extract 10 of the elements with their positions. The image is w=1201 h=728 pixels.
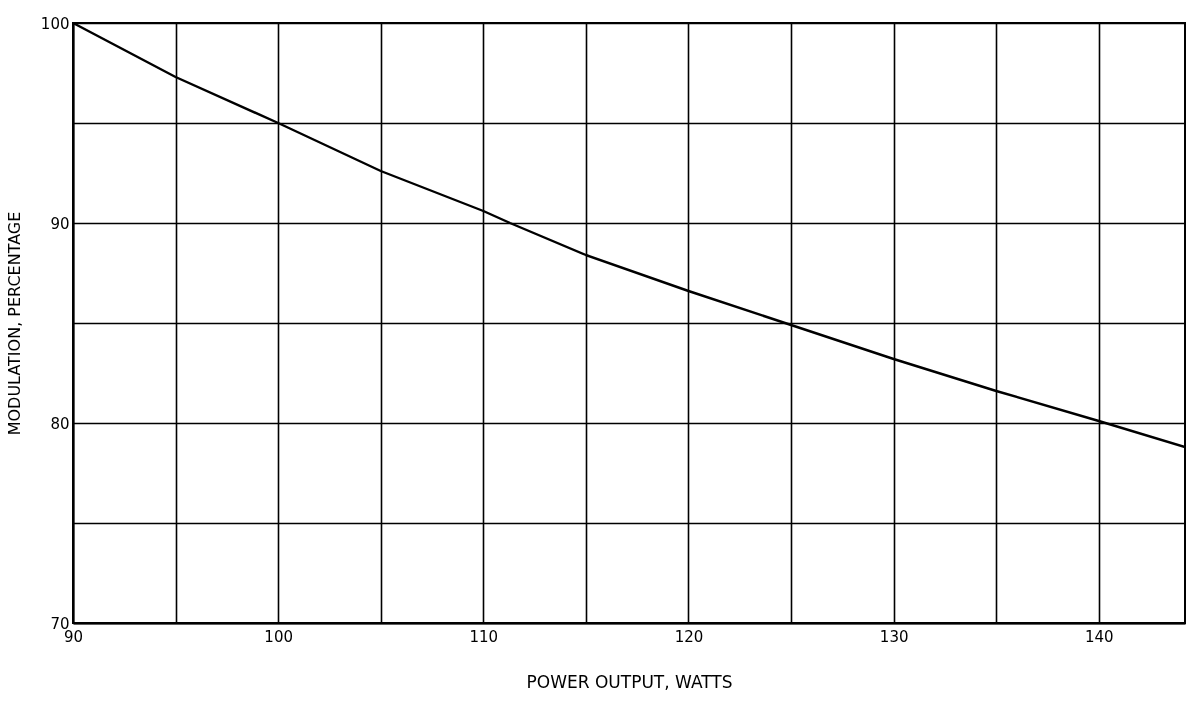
- x-tick-label: 130: [879, 627, 909, 646]
- x-axis-title: POWER OUTPUT, WATTS: [526, 671, 733, 692]
- y-tick-label: 90: [50, 214, 70, 233]
- x-tick-label: 100: [264, 627, 293, 646]
- y-axis-title: MODULATION, PERCENTAGE: [4, 211, 24, 436]
- y-tick-label: 100: [40, 14, 70, 33]
- x-tick-label: 110: [469, 627, 499, 646]
- y-tick-label: 80: [50, 414, 70, 433]
- x-tick-label: 120: [674, 627, 704, 646]
- x-tick-label: 140: [1085, 627, 1114, 646]
